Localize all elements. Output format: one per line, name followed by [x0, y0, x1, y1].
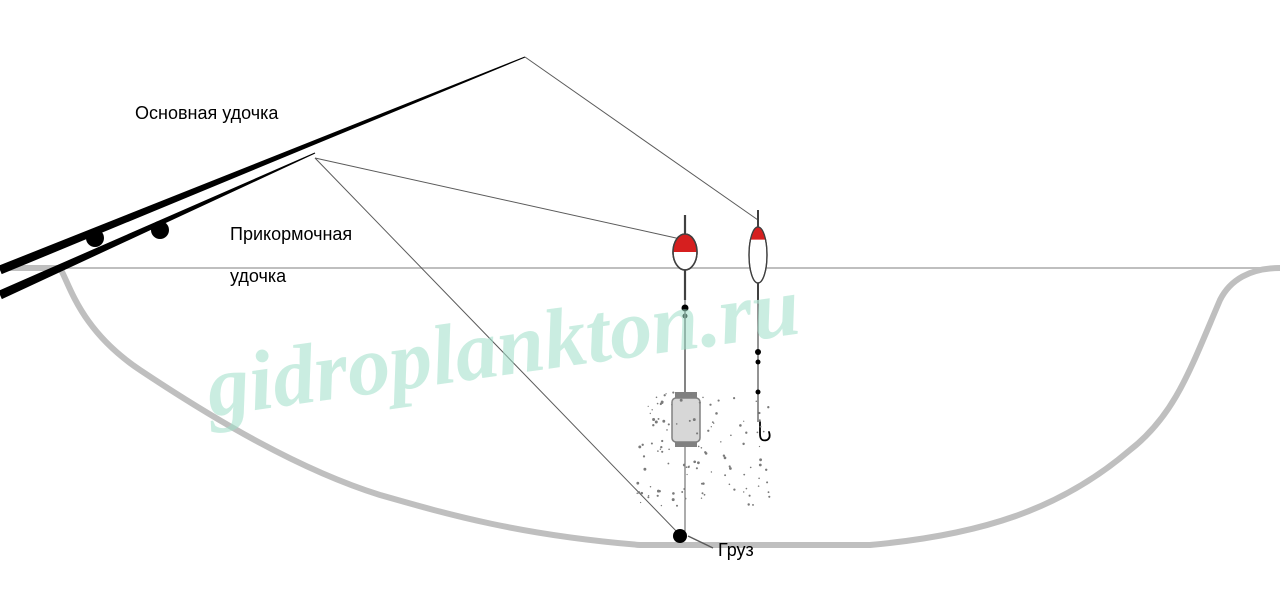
label-sinker: Груз — [718, 540, 754, 561]
label-bait-rod: Прикормочная удочка — [220, 203, 352, 287]
diagram-canvas — [0, 0, 1280, 609]
label-bait-rod-line2: удочка — [230, 266, 286, 286]
label-main-rod: Основная удочка — [135, 103, 278, 124]
label-bait-rod-line1: Прикормочная — [230, 224, 352, 244]
